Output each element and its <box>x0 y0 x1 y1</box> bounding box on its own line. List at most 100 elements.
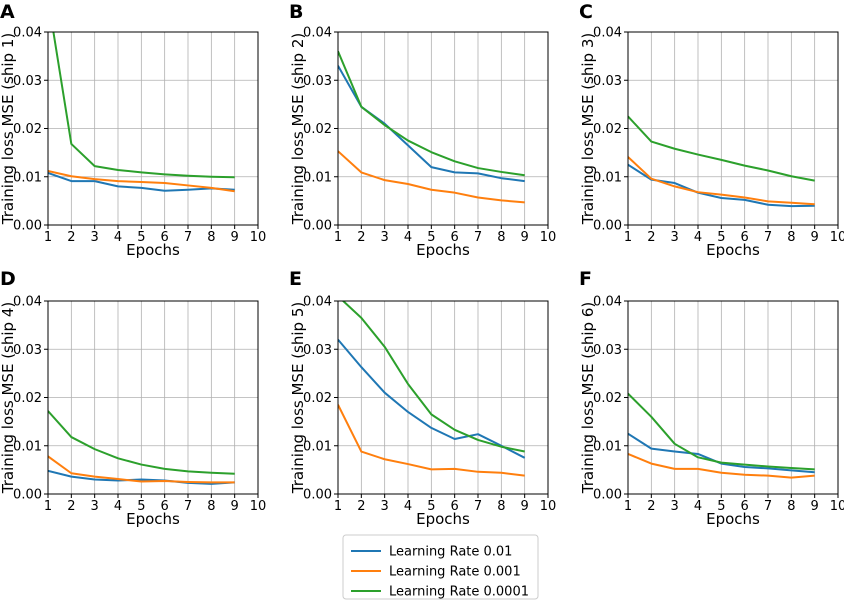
y-tick-label: 0.04 <box>593 26 622 41</box>
chart-panel-c: C 1 2 3 4 5 6 7 8 9 10 0.00 0.01 0.02 0.03 0.04 Epochs Tr… <box>579 1 844 259</box>
series-line-lr-0-001 <box>338 404 525 477</box>
x-tick-label: 5 <box>427 499 435 514</box>
x-tick-label: 3 <box>671 230 679 245</box>
x-tick-label: 10 <box>830 499 844 514</box>
x-tick-label: 4 <box>694 230 702 245</box>
x-tick-label: 9 <box>811 230 819 245</box>
x-tick-label: 7 <box>764 230 772 245</box>
legend-label: Learning Rate 0.0001 <box>389 585 529 600</box>
y-tick-label: 0.01 <box>593 170 622 185</box>
x-tick-label: 6 <box>451 499 459 514</box>
x-tick-label: 2 <box>357 230 365 245</box>
series-line-lr-0-001 <box>628 156 815 206</box>
x-axis-label: Epochs <box>126 510 180 528</box>
y-tick-label: 0.03 <box>13 343 42 358</box>
y-tick-label: 0.00 <box>593 488 622 503</box>
x-tick-label: 8 <box>207 499 215 514</box>
x-tick-label: 4 <box>114 499 122 514</box>
series-group <box>48 410 235 485</box>
grid <box>337 300 549 495</box>
y-tick-label: 0.03 <box>593 74 622 89</box>
x-tick-label: 2 <box>67 499 75 514</box>
series-line-lr-0-001 <box>338 150 525 204</box>
x-tick-label: 8 <box>497 499 505 514</box>
panel-letter: B <box>289 1 303 23</box>
x-tick-label: 9 <box>231 230 239 245</box>
y-tick-label: 0.00 <box>303 219 332 234</box>
panel-letter: A <box>0 1 15 23</box>
y-tick-label: 0.01 <box>13 170 42 185</box>
x-tick-label: 4 <box>404 230 412 245</box>
y-tick-label: 0.03 <box>303 74 332 89</box>
y-tick-label: 0.02 <box>13 122 42 137</box>
chart-panel-d: D 1 2 3 4 5 6 7 8 9 10 0.00 0.01 0.02 0.03 0.04 Epochs Tr… <box>0 268 266 528</box>
x-tick-label: 10 <box>250 230 267 245</box>
x-tick-label: 1 <box>44 499 52 514</box>
series-group <box>48 32 235 193</box>
x-tick-label: 6 <box>451 230 459 245</box>
x-tick-label: 1 <box>334 499 342 514</box>
x-tick-label: 2 <box>67 230 75 245</box>
series-line-lr-0-001 <box>628 453 815 479</box>
x-axis-label: Epochs <box>416 510 470 528</box>
x-tick-label: 7 <box>764 499 772 514</box>
chart-panels: A1 2 3 4 5 6 7 8 9 100.000.010.020.030.04EpochsTr… <box>0 1 844 528</box>
series-line-lr-0-01 <box>48 469 235 485</box>
x-tick-label: 4 <box>694 499 702 514</box>
x-tick-label: 3 <box>91 499 99 514</box>
y-axis-label: Training loss MSE (ship 3) <box>579 33 597 225</box>
y-tick-label: 0.01 <box>303 439 332 454</box>
series-group <box>338 50 525 204</box>
x-tick-label: 5 <box>137 499 145 514</box>
legend-label: Learning Rate 0.01 <box>389 545 512 560</box>
x-tick-label: 1 <box>44 230 52 245</box>
y-tick-label: 0.00 <box>13 219 42 234</box>
x-axis-label: Epochs <box>706 510 760 528</box>
series-group <box>628 115 815 208</box>
grid <box>47 31 259 226</box>
series-line-lr-0-01 <box>48 171 235 192</box>
panel-letter: F <box>579 268 592 290</box>
x-tick-label: 5 <box>717 499 725 514</box>
chart-panel-a: A 1 2 3 4 5 6 7 8 9 10 0.00 0.01 0.02 0.03 0.04 Epochs Tr… <box>0 1 267 259</box>
grid <box>337 31 549 226</box>
chart-panel-b: B 1 2 3 4 5 6 7 8 9 10 0.00 0.01 0.02 0.03 0.04 Epochs Tr… <box>289 1 556 259</box>
x-tick-label: 1 <box>624 499 632 514</box>
x-tick-label: 9 <box>811 499 819 514</box>
y-tick-label: 0.02 <box>593 122 622 137</box>
y-tick-label: 0.02 <box>13 391 42 406</box>
y-axis-label: Training loss MSE (ship 6) <box>579 302 597 494</box>
x-tick-label: 10 <box>830 230 844 245</box>
chart-panel-f: F 1 2 3 4 5 6 7 8 9 10 0.00 0.01 0.02 0.03 0.04 Epochs Tr… <box>579 268 844 528</box>
x-tick-label: 3 <box>381 499 389 514</box>
x-tick-label: 1 <box>624 230 632 245</box>
x-tick-label: 6 <box>741 499 749 514</box>
x-tick-label: 4 <box>114 230 122 245</box>
legend: Learning Rate 0.01 Learning Rate 0.001 Lea… <box>342 534 539 600</box>
x-tick-label: 6 <box>741 230 749 245</box>
x-tick-label: 6 <box>161 499 169 514</box>
y-tick-label: 0.03 <box>303 343 332 358</box>
x-tick-label: 6 <box>161 230 169 245</box>
x-tick-label: 10 <box>250 499 267 514</box>
y-axis-label: Training loss MSE (ship 2) <box>289 33 307 225</box>
x-axis-label: Epochs <box>706 241 760 259</box>
legend-box <box>342 534 539 600</box>
y-tick-label: 0.02 <box>593 391 622 406</box>
x-axis-label: Epochs <box>126 241 180 259</box>
y-tick-label: 0.00 <box>303 488 332 503</box>
y-tick-label: 0.02 <box>303 122 332 137</box>
x-tick-label: 7 <box>184 230 192 245</box>
x-tick-label: 7 <box>184 499 192 514</box>
series-line-lr-0-0001 <box>628 115 815 182</box>
y-tick-label: 0.01 <box>593 439 622 454</box>
series-line-lr-0-0001 <box>338 50 525 177</box>
y-tick-label: 0.02 <box>303 391 332 406</box>
x-tick-label: 2 <box>647 230 655 245</box>
y-tick-label: 0.03 <box>593 343 622 358</box>
y-axis-label: Training loss MSE (ship 5) <box>289 302 307 494</box>
y-tick-label: 0.04 <box>13 26 42 41</box>
y-tick-label: 0.04 <box>303 26 332 41</box>
series-line-lr-0-001 <box>48 169 235 193</box>
